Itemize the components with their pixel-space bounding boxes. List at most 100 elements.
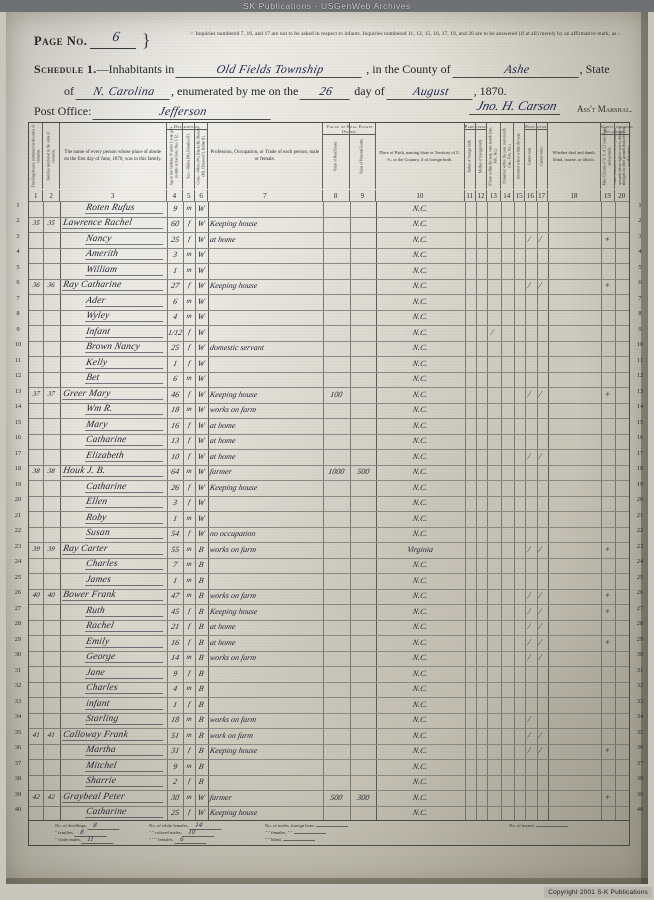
row-number-right: 30 (636, 651, 644, 659)
row-number-left: 17 (14, 449, 22, 457)
table-cell: 38 (47, 467, 56, 476)
table-cell: W (197, 513, 206, 523)
table-cell: at home (208, 637, 237, 647)
affirmative-mark-col-16: / (526, 605, 532, 616)
person-name: Infant (84, 326, 165, 338)
table-cell: W (197, 327, 206, 337)
row-number-right: 33 (636, 697, 644, 705)
table-cell: N.C. (412, 281, 429, 291)
grid-hline-4 (29, 247, 629, 249)
page-no-rule (90, 48, 136, 49)
affirmative-mark-col-17: / (537, 543, 544, 554)
sheet-edge-bottom (6, 878, 648, 884)
table-cell: farmer (208, 792, 233, 802)
table-cell: N.C. (412, 265, 429, 275)
person-name: Catharine (84, 435, 165, 447)
table-cell: N.C. (412, 715, 429, 725)
column-group-3: Parentage. (464, 124, 489, 130)
table-body: Roten Rufus 9 m W N.C. 35 35 Lawrence Rachel 60 f… (29, 201, 629, 821)
affirmative-mark-col-17: / (537, 729, 544, 740)
table-cell: B (198, 715, 205, 725)
row-number-right: 34 (636, 713, 644, 721)
grid-hline-39 (29, 790, 629, 791)
table-cell: 1 (172, 699, 178, 709)
summary-label: " families, (55, 830, 76, 836)
person-name: Mitchel (84, 760, 165, 772)
column-header-8: Value of Real Estate. (323, 123, 350, 189)
grid-hline-10 (29, 340, 629, 342)
row-number-right: 25 (636, 573, 644, 581)
grid-hline-25 (29, 573, 629, 574)
column-number-8: 8 (323, 190, 350, 202)
table-cell: domestic servant (208, 343, 265, 353)
table-cell: N.C. (412, 296, 429, 306)
grid-hline-6 (29, 278, 629, 280)
affirmative-mark-col-19: + (603, 543, 612, 554)
grid-hline-2 (29, 216, 629, 218)
table-cell: N.C. (412, 653, 429, 663)
table-cell: 51 (170, 730, 180, 740)
table-cell: 25 (170, 234, 180, 244)
table-cell: W (197, 374, 206, 384)
row-number-right: 26 (636, 589, 644, 597)
column-number-3: 3 (60, 190, 167, 202)
grid-hline-3 (29, 232, 629, 233)
table-cell: N.C. (412, 420, 429, 430)
table-cell: 1000 (327, 467, 345, 477)
table-cell: B (198, 668, 205, 678)
table-cell: W (197, 219, 206, 229)
grid-hline-16 (29, 433, 629, 435)
grid-hline-17 (29, 449, 629, 450)
row-number-right: 10 (636, 341, 644, 349)
row-number-left: 7 (16, 294, 20, 302)
column-number-6: 6 (195, 190, 208, 202)
summary-value: 6 (173, 835, 208, 845)
table-cell: N.C. (412, 777, 429, 787)
table-cell: Keeping house (208, 389, 258, 399)
grid-hline-24 (29, 557, 629, 559)
table-cell: N.C. (412, 219, 429, 229)
column-header-6: Color.—White (W), Black (B), Mulatto (M)… (195, 123, 208, 189)
summary-label: " " " females, (149, 837, 175, 843)
row-number-left: 29 (14, 635, 22, 643)
table-cell: N.C. (412, 606, 429, 616)
column-number-1: 1 (29, 190, 44, 202)
table-cell: 30 (170, 792, 180, 802)
column-number-18: 18 (548, 190, 602, 202)
post-office-line: Post Office: Jefferson (34, 104, 275, 120)
affirmative-mark-col-19: + (603, 636, 612, 647)
table-cell: 300 (356, 792, 370, 802)
table-cell: works on farm (208, 405, 257, 415)
person-name: Susan (84, 528, 165, 540)
affirmative-mark-col-17: / (537, 605, 544, 616)
grid-hline-19 (29, 480, 629, 481)
census-sheet: Page No. 6 } ☞ Inquiries numbered 7, 16,… (6, 12, 648, 884)
affirmative-mark-col-19: + (603, 280, 612, 291)
table-cell: 42 (47, 792, 56, 801)
person-name: Amerith (84, 249, 165, 261)
summary-value (315, 826, 349, 827)
table-cell: Keeping house (208, 606, 258, 616)
grid-hline-26 (29, 588, 629, 590)
summary-value (293, 833, 326, 835)
row-number-right: 23 (636, 542, 644, 550)
column-header-text: Male Citizens of U. S. of 21 years of ag… (602, 126, 612, 186)
affirmative-mark-col-16: / (526, 714, 532, 725)
state-value: N. Carolina (75, 84, 173, 100)
table-cell: N.C. (412, 498, 429, 508)
table-cell: 46 (170, 389, 180, 399)
row-number-right: 3 (638, 232, 642, 240)
row-number-left: 18 (14, 465, 22, 473)
day-value: 26 (299, 84, 353, 100)
table-cell: N.C. (412, 761, 429, 771)
grid-hline-28 (29, 619, 629, 621)
affirmative-mark-col-17: / (537, 233, 544, 244)
affirmative-mark-col-16: / (526, 590, 532, 601)
column-header-text: Profession, Occupation, or Trade of each… (210, 150, 320, 162)
summary-value (535, 826, 569, 827)
row-number-left: 12 (14, 372, 22, 380)
person-name: Ader (84, 295, 165, 307)
column-header-text: Father of foreign birth. (467, 139, 472, 173)
table-cell: 45 (170, 606, 180, 616)
person-name: Kelly (84, 357, 165, 369)
